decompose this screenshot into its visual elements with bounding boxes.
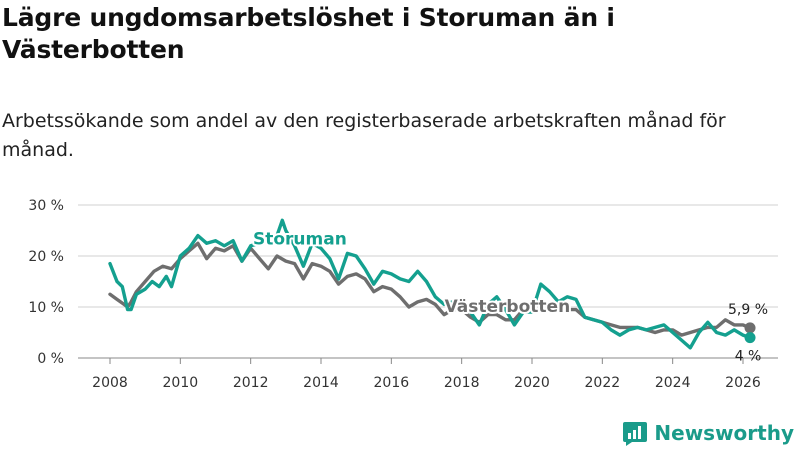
x-tick-label: 2026 (725, 375, 761, 391)
vasterbotten-series-label: Västerbotten (445, 297, 571, 317)
x-tick-label: 2018 (444, 375, 480, 391)
y-tick-label: 0 % (37, 351, 64, 367)
gridlines: 0 % 10 % 20 % 30 % (28, 198, 778, 367)
vasterbotten-end-label: 5,9 % (728, 302, 768, 318)
x-axis: 2008 2010 2012 2014 2016 2018 2020 2022 2024 2026 (92, 358, 761, 391)
chart-title: Lägre ungdomsarbetslöshet i Storuman än … (2, 3, 615, 64)
y-tick-label: 10 % (28, 300, 64, 316)
series-labels: 5,9 % 4 % Storuman Västerbotten (251, 227, 768, 365)
x-tick-label: 2016 (374, 375, 410, 391)
series-lines (108, 218, 756, 350)
y-tick-label: 20 % (28, 249, 64, 265)
storuman-series-label: Storuman (253, 229, 347, 249)
y-tick-label: 30 % (28, 198, 64, 214)
storuman-line (108, 218, 752, 350)
x-tick-label: 2020 (514, 375, 550, 391)
chart-subtitle: Arbetssökande som andel av den registerb… (2, 110, 726, 161)
brand-name: Newsworthy (654, 421, 794, 445)
x-tick-label: 2008 (92, 375, 128, 391)
storuman-end-label: 4 % (735, 349, 762, 365)
x-tick-label: 2012 (233, 375, 269, 391)
storuman-end-marker (744, 332, 756, 344)
newsworthy-brand: Newsworthy (622, 420, 794, 446)
newsworthy-logo-icon (623, 422, 648, 446)
x-tick-label: 2010 (163, 375, 199, 391)
vasterbotten-end-marker (744, 322, 756, 334)
x-tick-label: 2022 (585, 375, 621, 391)
x-tick-label: 2024 (655, 375, 691, 391)
x-tick-label: 2014 (303, 375, 339, 391)
